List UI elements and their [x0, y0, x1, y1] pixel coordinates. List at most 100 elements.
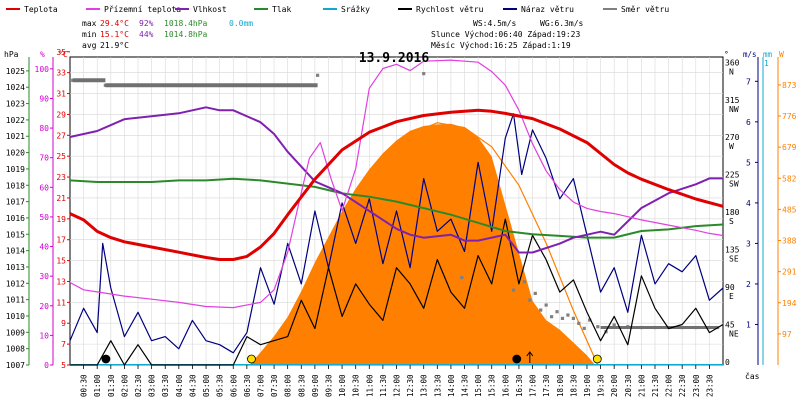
direction-name-label: W	[729, 142, 734, 151]
direction-unit-label: °	[724, 50, 729, 59]
direction-tick-label: 360	[725, 58, 740, 67]
pressure-unit-label: hPa	[4, 50, 19, 59]
chart-title: 13.9.2016	[359, 51, 430, 66]
grid-group	[70, 57, 723, 366]
x-tick-label: 08:00	[284, 374, 293, 397]
pressure-tick-label: 1012	[6, 279, 25, 288]
x-tick-label: 16:30	[515, 374, 524, 397]
direction-tick-label: 225	[725, 171, 740, 180]
x-tick-label: 21:00	[637, 374, 646, 397]
x-tick-label: 19:00	[583, 374, 592, 397]
x-tick-label: 05:00	[202, 374, 211, 397]
moonrise-marker	[512, 354, 522, 364]
direction-name-label: N	[729, 67, 734, 76]
direction-name-label: E	[729, 292, 734, 301]
series-wind-gust-line	[69, 113, 724, 354]
info-wind-gust: WG:6.3m/s	[540, 19, 584, 28]
direction-tick-label: 0	[725, 358, 730, 367]
temperature-tick-label: 35	[56, 48, 66, 57]
x-tick-label: 02:30	[134, 374, 143, 397]
x-tick-label: 18:30	[569, 374, 578, 397]
x-tick-label: 10:00	[338, 374, 347, 397]
temperature-tick-label: 23	[56, 173, 66, 182]
stats-temperature: 15.1°C	[100, 30, 129, 39]
legend-label: Náraz větru	[521, 5, 574, 14]
humidity-tick-label: 60	[39, 183, 49, 192]
direction-name-label: SW	[729, 180, 739, 189]
solar-tick-label: 291	[782, 268, 797, 277]
direction-tick-label: 315	[725, 96, 740, 105]
pressure-tick-label: 1013	[6, 263, 25, 272]
humidity-unit-label: %	[40, 50, 45, 59]
x-tick-label: 06:00	[229, 374, 238, 397]
direction-tick-label: 135	[725, 246, 740, 255]
x-axis-label: čas	[745, 371, 760, 381]
info-sun-times: Slunce Východ:06:40 Západ:19:23	[431, 30, 580, 39]
x-tick-label: 17:30	[542, 374, 551, 397]
wind-direction-point	[522, 280, 526, 284]
x-tick-label: 14:30	[461, 374, 470, 397]
wind-tick-label: 2	[746, 280, 751, 289]
direction-tick-label: 180	[725, 208, 740, 217]
wind-direction-point	[588, 318, 592, 322]
x-tick-label: 01:00	[93, 374, 102, 397]
wind-direction-point	[566, 313, 570, 317]
temperature-tick-label: 31	[56, 90, 66, 99]
x-tick-label: 07:30	[270, 374, 279, 397]
temperature-tick-label: 29	[56, 110, 66, 119]
x-tick-label: 03:30	[161, 374, 170, 397]
series-wind-speed-line	[70, 218, 724, 366]
pressure-tick-label: 1010	[6, 312, 25, 321]
wind-direction-point	[560, 316, 565, 320]
stats-temperature: 21.9°C	[100, 41, 129, 50]
wind-direction-point	[582, 326, 586, 330]
x-tick-label: 15:00	[474, 374, 483, 397]
humidity-tick-label: 10	[39, 331, 49, 340]
series-ground-temperature-line	[69, 59, 724, 309]
humidity-tick-label: 20	[39, 302, 49, 311]
x-tick-label: 01:30	[107, 374, 116, 397]
x-tick-label: 20:30	[624, 374, 633, 397]
series-humidity-line	[69, 106, 723, 254]
humidity-tick-label: 0	[44, 361, 49, 370]
wind-direction-point	[460, 275, 464, 280]
x-tick-label: 13:00	[420, 374, 429, 397]
stats-row-label: min	[82, 30, 97, 39]
sunset-marker	[592, 354, 602, 364]
stats-humidity: 44%	[139, 30, 154, 39]
humidity-tick-label: 100	[35, 65, 50, 74]
info-moon-times: Měsíc Východ:16:25 Západ:1:19	[431, 41, 571, 50]
wind-direction-point	[539, 308, 543, 312]
stats-row-label: avg	[82, 41, 97, 50]
wind-direction-point	[577, 321, 581, 325]
legend-label: Teplota	[24, 5, 58, 14]
series-solar-radiation-area	[249, 123, 596, 365]
temperature-tick-label: 25	[56, 152, 66, 161]
wind-direction-point	[315, 73, 320, 77]
solar-tick-label: 776	[782, 112, 797, 121]
pressure-tick-label: 1023	[6, 100, 25, 109]
x-tick-label: 23:00	[692, 374, 701, 397]
wind-tick-label: 4	[746, 199, 751, 208]
x-tick-label: 10:30	[352, 374, 361, 397]
temperature-tick-label: 13	[56, 277, 66, 286]
x-tick-label: 21:30	[651, 374, 660, 397]
solar-unit-label: W	[779, 50, 784, 59]
series-temperature-line	[69, 108, 724, 261]
temperature-tick-label: 11	[56, 298, 66, 307]
temperature-tick-label: 7	[61, 340, 66, 349]
solar-tick-label: 873	[782, 81, 797, 90]
sunrise-marker	[247, 354, 256, 364]
legend-label: Přízemní teplota	[104, 5, 181, 14]
humidity-tick-label: 80	[39, 124, 49, 133]
stats-temperature: 29.4°C	[100, 19, 129, 28]
legend-label: Rychlost větru	[416, 5, 484, 14]
x-tick-label: 08:30	[297, 374, 306, 397]
x-tick-label: 05:30	[216, 374, 225, 397]
stats-row-label: max	[82, 19, 97, 28]
temperature-tick-label: 9	[61, 319, 66, 328]
legend-label: Srážky	[341, 5, 370, 14]
solar-tick-label: 679	[782, 143, 797, 152]
pressure-tick-label: 1021	[6, 132, 25, 141]
